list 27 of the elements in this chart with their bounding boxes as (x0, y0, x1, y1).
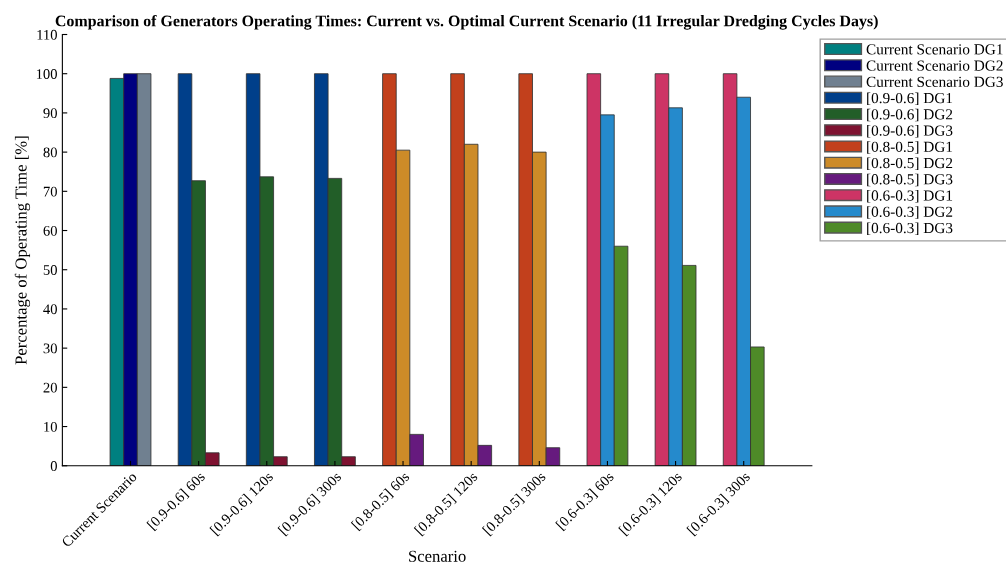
chart-title: Comparison of Generators Operating Times: Current vs. Optimal Current Scenario (11 Irregular Dredging Cycles Days) (55, 14, 878, 30)
y-tick-label: 90 (43, 108, 57, 119)
y-tick-label: 30 (43, 343, 57, 354)
y-tick-label: 70 (43, 186, 57, 197)
legend-label: [0.8-0.5] DG1 (867, 141, 953, 154)
legend-label: [0.6-0.3] DG2 (867, 206, 953, 219)
legend-label: [0.9-0.6] DG2 (867, 108, 953, 122)
y-tick-label: 110 (37, 29, 57, 40)
y-tick-label: 0 (50, 461, 57, 471)
y-axis-title: Percentage of Operating Time [%] (14, 136, 31, 365)
y-tick-label: 20 (43, 382, 57, 393)
legend-label: [0.6-0.3] DG1 (867, 189, 953, 203)
y-tick-label: 100 (36, 69, 57, 79)
y-tick-label: 60 (43, 225, 57, 236)
y-tick-label: 40 (43, 304, 57, 315)
y-tick-label: 50 (43, 265, 57, 275)
legend-label: Current Scenario DG2 (866, 60, 1003, 71)
legend-label: [0.8-0.5] DG3 (867, 173, 953, 187)
y-tick-label: 80 (43, 147, 57, 158)
legend-label: [0.8-0.5] DG2 (867, 157, 953, 171)
legend-label: [0.9-0.6] DG3 (867, 124, 953, 138)
legend-label: Current Scenario DG3 (866, 76, 1003, 87)
y-tick-label: 10 (44, 421, 57, 432)
legend-label: Current Scenario DG1 (866, 44, 1003, 55)
legend-label: [0.9-0.6] DG1 (867, 92, 953, 106)
legend-label: [0.6-0.3] DG3 (867, 222, 953, 236)
x-axis-title: Scenario (409, 550, 466, 562)
